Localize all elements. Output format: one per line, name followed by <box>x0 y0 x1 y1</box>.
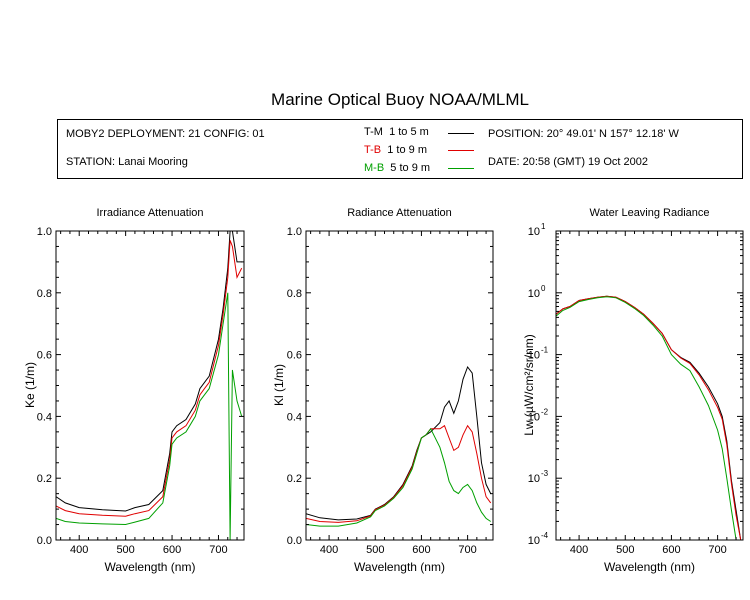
y-tick-label: 0.6 <box>37 350 52 362</box>
y-tick-exponent: -4 <box>541 531 549 540</box>
chart-title: Irradiance Attenuation <box>96 207 203 219</box>
y-tick-label: 0.8 <box>37 288 52 300</box>
y-tick-exponent: -3 <box>541 469 549 478</box>
station-text: STATION: Lanai Mooring <box>66 156 188 168</box>
position-text: POSITION: 20° 49.01' N 157° 12.18' W <box>488 128 679 140</box>
y-tick-label: 0.8 <box>287 288 302 300</box>
y-tick-exponent: -1 <box>541 346 549 355</box>
x-tick-label: 500 <box>116 544 134 556</box>
y-tick-label: 0.2 <box>287 473 302 485</box>
deployment-text: MOBY2 DEPLOYMENT: 21 CONFIG: 01 <box>66 128 265 140</box>
x-axis-label: Wavelength (nm) <box>354 560 445 574</box>
y-tick-exponent: -2 <box>541 407 549 416</box>
chart-panel-1: Irradiance Attenuation 400 500 600 700 0.0 0.2… <box>23 207 245 574</box>
legend-item-mb: M-B 5 to 9 m <box>364 162 430 174</box>
x-tick-label: 400 <box>570 544 588 556</box>
y-axis-label: Kl (1/m) <box>272 364 286 406</box>
y-axis-label: Lw (µW/cm²/sr/nm) <box>522 334 536 436</box>
x-tick-label: 400 <box>320 544 338 556</box>
x-tick-label: 700 <box>708 544 726 556</box>
y-tick-label: 0.6 <box>287 350 302 362</box>
plot-frame <box>55 230 245 541</box>
legend-code-mb: M-B <box>364 162 385 174</box>
y-tick-label: 10 <box>528 288 540 300</box>
x-axis-label: Wavelength (nm) <box>105 560 196 574</box>
page-title: Marine Optical Buoy NOAA/MLML <box>271 90 529 109</box>
y-tick-label: 0.4 <box>287 411 302 423</box>
x-tick-label: 500 <box>366 544 384 556</box>
y-tick-label: 10 <box>528 226 540 238</box>
y-tick-label: 10 <box>528 535 540 547</box>
legend-range-mb: 5 to 9 m <box>390 162 431 174</box>
chart-panel-2: Radiance Attenuation 400 500 600 700 0.0 0.2 0.… <box>272 207 494 574</box>
y-tick-exponent: 0 <box>541 284 546 293</box>
x-tick-label: 700 <box>209 544 227 556</box>
legend-code-tm: T-M <box>364 126 383 138</box>
x-tick-label: 400 <box>70 544 88 556</box>
series-line-m-b <box>56 292 243 540</box>
series-line-t-b <box>556 295 742 540</box>
chart-title: Radiance Attenuation <box>347 207 452 219</box>
chart-title: Water Leaving Radiance <box>589 207 709 219</box>
series-line-t-b <box>56 240 243 517</box>
x-tick-label: 600 <box>662 544 680 556</box>
y-axis-label: Ke (1/m) <box>23 362 37 408</box>
legend-item-tm: T-M 1 to 5 m <box>364 126 429 138</box>
series-line-t-b <box>306 424 492 523</box>
x-tick-label: 500 <box>616 544 634 556</box>
y-tick-exponent: 1 <box>541 222 546 231</box>
y-tick-label: 0.2 <box>37 473 52 485</box>
x-tick-label: 600 <box>163 544 181 556</box>
legend-item-tb: T-B 1 to 9 m <box>364 144 427 156</box>
plot-frame <box>305 230 494 541</box>
series-line-m-b <box>556 296 741 540</box>
series-line-t-m <box>56 231 242 512</box>
date-text: DATE: 20:58 (GMT) 19 Oct 2002 <box>488 156 648 168</box>
series-line-t-m <box>306 365 492 521</box>
x-tick-label: 600 <box>412 544 430 556</box>
y-tick-label: 10 <box>528 473 540 485</box>
x-axis-label: Wavelength (nm) <box>604 560 695 574</box>
legend-line-tm <box>448 133 474 134</box>
legend-line-tb <box>448 150 474 151</box>
x-tick-label: 700 <box>458 544 476 556</box>
legend-range-tm: 1 to 5 m <box>389 126 429 138</box>
info-box: MOBY2 DEPLOYMENT: 21 CONFIG: 01 STATION:… <box>57 119 743 179</box>
plot-frame <box>555 230 744 541</box>
y-tick-label: 1.0 <box>287 226 302 238</box>
series-line-m-b <box>306 427 491 527</box>
y-tick-label: 0.0 <box>287 535 302 547</box>
y-tick-label: 1.0 <box>37 226 52 238</box>
y-tick-label: 0.4 <box>37 411 52 423</box>
y-tick-label: 0.0 <box>37 535 52 547</box>
y-tick-label: 10 <box>528 411 540 423</box>
legend-line-mb <box>448 168 474 169</box>
legend-range-tb: 1 to 9 m <box>387 144 427 156</box>
legend-code-tb: T-B <box>364 144 382 156</box>
y-tick-label: 10 <box>528 350 540 362</box>
